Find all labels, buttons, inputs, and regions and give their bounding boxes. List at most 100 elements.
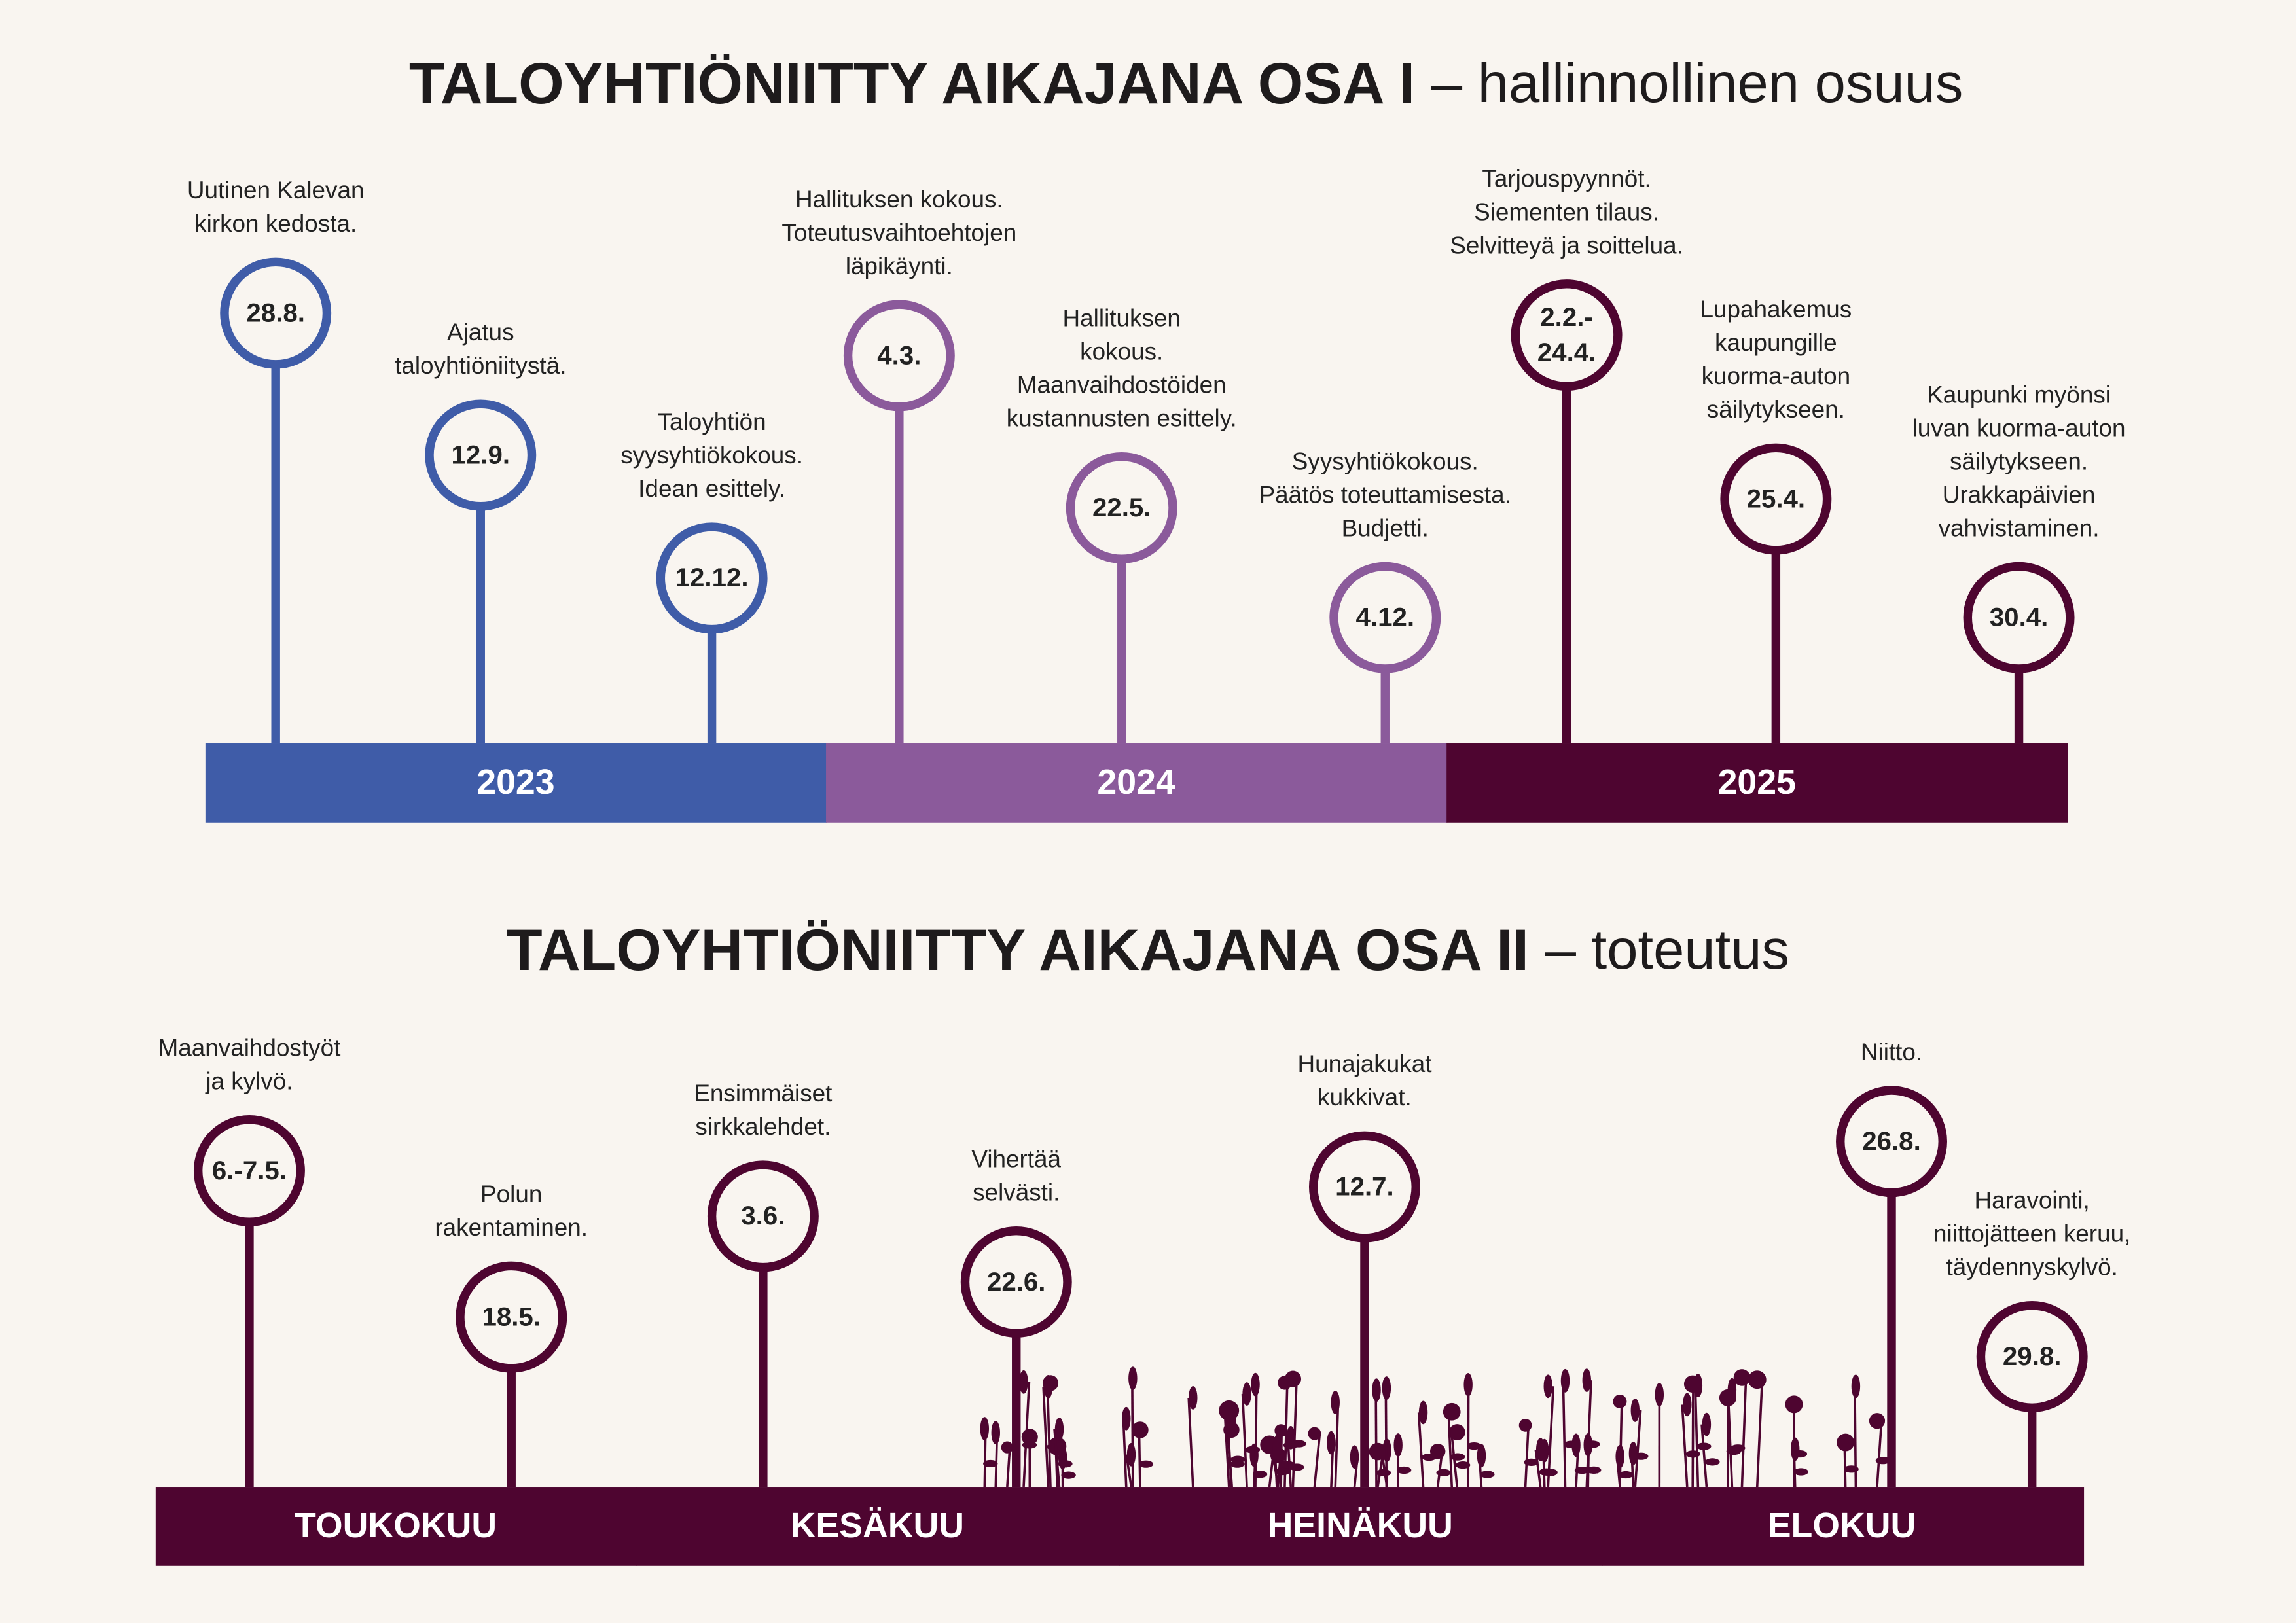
event-description: Niitto. [1861, 1039, 1922, 1065]
event-description: Urakkapäivien [1943, 481, 2096, 508]
flower-head [1719, 1389, 1736, 1406]
event-date: 4.3. [877, 340, 921, 370]
event-description: Tarjouspyynnöt. [1482, 166, 1651, 192]
event-description: niittojätteen keruu, [1933, 1221, 2130, 1247]
leaf [1618, 1471, 1634, 1479]
flower-head [1683, 1393, 1692, 1417]
stem [1223, 1410, 1230, 1488]
stem [1122, 1418, 1128, 1488]
leaf [1574, 1466, 1590, 1474]
leaf [1634, 1452, 1649, 1460]
stem [1854, 1386, 1857, 1488]
stem [1291, 1379, 1298, 1488]
title-light: – toteutus [1545, 919, 1789, 981]
flower-head [1582, 1368, 1591, 1393]
timeline-bar [636, 1487, 1120, 1566]
event-marker [1836, 1086, 1947, 1198]
stem [1467, 1384, 1470, 1488]
flower-silhouette [980, 1366, 1891, 1488]
flower-head [1122, 1406, 1131, 1431]
event-marker [656, 522, 768, 634]
flower-head [1128, 1366, 1138, 1390]
event-description: selvästi. [973, 1179, 1060, 1206]
flower-head [1021, 1429, 1038, 1446]
segment-label: KESÄKUU [791, 1506, 964, 1545]
event-description: Haravointi, [1975, 1187, 2090, 1214]
timeline-bar [1119, 1487, 1603, 1566]
event-date: 18.5. [482, 1302, 541, 1331]
flower-head [1613, 1395, 1627, 1408]
leaf [1376, 1469, 1391, 1477]
flower-head [1242, 1382, 1251, 1406]
event-marker [193, 1115, 305, 1226]
event-description: Taloyhtiön [658, 408, 766, 435]
flower-head [1785, 1395, 1803, 1414]
flower-head [1393, 1433, 1403, 1457]
event-description: kirkon kedosta. [194, 210, 357, 237]
flower-head [1543, 1374, 1552, 1399]
timeline-bar [826, 743, 1448, 823]
leaf [1061, 1471, 1076, 1479]
event-date: 12.7. [1335, 1171, 1394, 1201]
event-description: Ensimmäiset [694, 1080, 832, 1107]
leaf [1480, 1471, 1495, 1478]
event-description: Kaupunki myönsi [1927, 381, 2111, 408]
event-marker [1976, 1301, 2088, 1412]
event-description: taloyhtiöniitystä. [395, 352, 566, 379]
stem [1227, 1429, 1233, 1488]
flower-head [1284, 1370, 1302, 1387]
event-description: kaupungille [1715, 329, 1837, 356]
flower-head [1054, 1418, 1064, 1441]
stem [1125, 1454, 1133, 1488]
flower-head [1477, 1444, 1486, 1468]
event-description: täydennyskylvö. [1946, 1254, 2118, 1281]
event-marker [220, 257, 332, 369]
segment-label: HEINÄKUU [1268, 1506, 1453, 1545]
leaf [1058, 1460, 1073, 1468]
event-marker [707, 1160, 819, 1272]
flower-head [1369, 1442, 1387, 1461]
event-marker [456, 1261, 567, 1373]
stem [1046, 1383, 1052, 1488]
flower-head [1372, 1378, 1381, 1402]
stem [1006, 1447, 1011, 1488]
leaf [1230, 1460, 1245, 1468]
event-marker [843, 300, 955, 412]
event-description: säilytykseen. [1707, 396, 1845, 423]
leaf [1275, 1468, 1291, 1476]
flower-head [1869, 1413, 1886, 1429]
stem [1334, 1402, 1340, 1488]
flower-head [980, 1417, 990, 1440]
flower-head [1535, 1438, 1545, 1461]
leaf [1436, 1469, 1451, 1476]
event-description: säilytykseen. [1950, 448, 2088, 474]
event-description: Toteutusvaihtoehtojen [781, 219, 1016, 246]
event-marker [1308, 1131, 1420, 1243]
event-description: Lupahakemus [1700, 296, 1852, 323]
flower-head [1272, 1436, 1282, 1461]
flower-head [1429, 1443, 1446, 1459]
event-description: läpikäynti. [846, 253, 953, 279]
event-marker [1963, 562, 2075, 673]
stem [1585, 1380, 1592, 1488]
event-description: kukkivat. [1318, 1084, 1411, 1111]
stem [1562, 1380, 1567, 1488]
flower-head [1219, 1400, 1240, 1421]
title-bold: TALOYHTIÖNIITTY AIKAJANA OSA II [507, 917, 1529, 982]
segment-label: TOUKOKUU [295, 1506, 497, 1545]
stem [1755, 1380, 1764, 1488]
stem [1694, 1385, 1700, 1488]
title-light: – hallinnollinen osuus [1431, 53, 1964, 115]
event-marker [1720, 443, 1832, 555]
leaf [1396, 1466, 1412, 1474]
timeline-bar [155, 1487, 637, 1566]
event-marker [1329, 562, 1441, 673]
segment-label: 2024 [1097, 762, 1175, 802]
leaf [1726, 1447, 1742, 1455]
event-description: luvan kuorma-auton [1912, 414, 2126, 441]
flower-head [1418, 1400, 1428, 1425]
flower-head [1274, 1424, 1287, 1437]
stem [1634, 1410, 1642, 1488]
flower-head [1630, 1399, 1640, 1422]
